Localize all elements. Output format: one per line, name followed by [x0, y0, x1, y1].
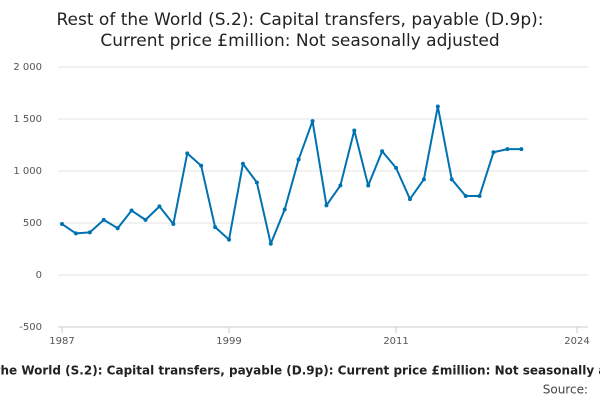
point — [338, 183, 343, 188]
point — [87, 230, 92, 235]
footer-title: Rest of the World (S.2): Capital transfe… — [0, 364, 600, 378]
chart-title: Rest of the World (S.2): Capital transfe… — [56, 10, 543, 30]
y-tick-label: 2 000 — [13, 62, 42, 73]
x-tick-label: 2011 — [383, 336, 408, 347]
point — [477, 193, 482, 198]
y-tick-label: -500 — [19, 322, 42, 333]
point — [366, 183, 371, 188]
y-tick-label: 0 — [36, 270, 42, 281]
x-tick-label: 2024 — [564, 336, 589, 347]
point — [199, 163, 204, 168]
point — [240, 161, 245, 166]
line — [61, 105, 522, 245]
point — [254, 180, 259, 185]
point — [296, 157, 301, 162]
point — [171, 222, 176, 227]
point — [227, 237, 232, 242]
point — [449, 177, 454, 182]
point — [213, 225, 218, 230]
point — [324, 203, 329, 208]
chart-title: Current price £million: Not seasonally a… — [100, 31, 499, 51]
point — [157, 204, 162, 209]
point — [407, 197, 412, 202]
y-tick-label: 1 000 — [13, 166, 42, 177]
point — [380, 149, 385, 154]
point — [394, 165, 399, 170]
y-tick-label: 500 — [23, 218, 42, 229]
point — [268, 241, 273, 246]
point — [435, 104, 440, 109]
x-tick-label: 1999 — [216, 336, 241, 347]
source: Source: — [543, 383, 588, 397]
point — [60, 222, 64, 227]
point — [115, 226, 120, 231]
point — [421, 177, 426, 182]
point — [73, 231, 78, 236]
point — [505, 147, 510, 152]
point — [463, 193, 468, 198]
point — [491, 150, 496, 155]
point — [282, 207, 287, 212]
point — [143, 217, 148, 222]
point — [310, 119, 315, 124]
point — [519, 147, 524, 152]
y-tick-label: 1 500 — [13, 114, 42, 125]
point — [129, 208, 134, 213]
point — [101, 217, 106, 222]
x-tick-label: 1987 — [49, 336, 74, 347]
point — [185, 151, 190, 156]
point — [352, 128, 357, 133]
